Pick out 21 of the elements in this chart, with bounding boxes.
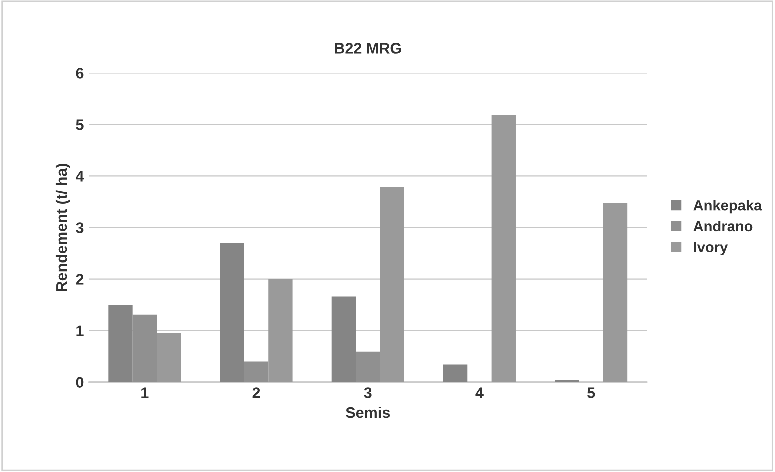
x-tick-label: 4 [476,388,484,398]
y-tick-label: 5 [76,120,84,130]
y-tick-label: 1 [76,326,84,336]
y-tick-label: 4 [76,171,84,182]
x-axis-title: Semis [346,406,390,418]
x-tick-label: 3 [364,388,372,398]
legend-label: Andrano [694,220,753,232]
x-tick-label: 5 [588,388,596,398]
chart-title: B22 MRG [335,43,402,54]
x-tick-label: 1 [142,388,149,398]
bar [443,364,468,382]
y-tick-label: 2 [76,274,84,285]
y-tick-label: 6 [76,68,84,79]
bar [603,204,628,382]
y-axis-title: Rendement (t/ ha) [56,164,70,292]
legend-label: Ankepaka [694,200,762,214]
x-tick-label: 2 [252,388,260,398]
y-tick-label: 3 [76,222,84,234]
bar [492,115,516,382]
legend-label: Ivory [694,242,728,256]
y-tick-label: 0 [76,377,84,388]
